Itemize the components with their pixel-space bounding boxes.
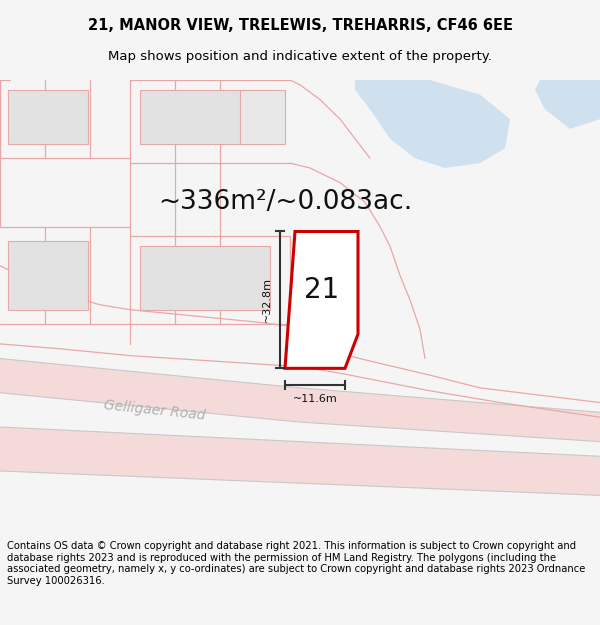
Bar (140, 246, 270, 309)
Bar (240, 90, 285, 144)
Text: Contains OS data © Crown copyright and database right 2021. This information is : Contains OS data © Crown copyright and d… (7, 541, 586, 586)
Bar (8, 241, 88, 309)
Text: ~32.8m: ~32.8m (262, 278, 272, 322)
Polygon shape (0, 359, 600, 442)
Text: ~11.6m: ~11.6m (293, 394, 337, 404)
Text: Map shows position and indicative extent of the property.: Map shows position and indicative extent… (108, 49, 492, 62)
Polygon shape (285, 231, 358, 368)
Text: 21, MANOR VIEW, TRELEWIS, TREHARRIS, CF46 6EE: 21, MANOR VIEW, TRELEWIS, TREHARRIS, CF4… (88, 18, 512, 32)
Text: ~336m²/~0.083ac.: ~336m²/~0.083ac. (158, 189, 412, 215)
Bar (8, 90, 88, 144)
Bar (300, 256, 352, 319)
Polygon shape (355, 80, 510, 168)
Polygon shape (535, 80, 600, 129)
Bar (140, 90, 270, 144)
Text: 21: 21 (304, 276, 340, 304)
Text: Gelligaer Road: Gelligaer Road (103, 398, 206, 422)
Polygon shape (0, 427, 600, 496)
